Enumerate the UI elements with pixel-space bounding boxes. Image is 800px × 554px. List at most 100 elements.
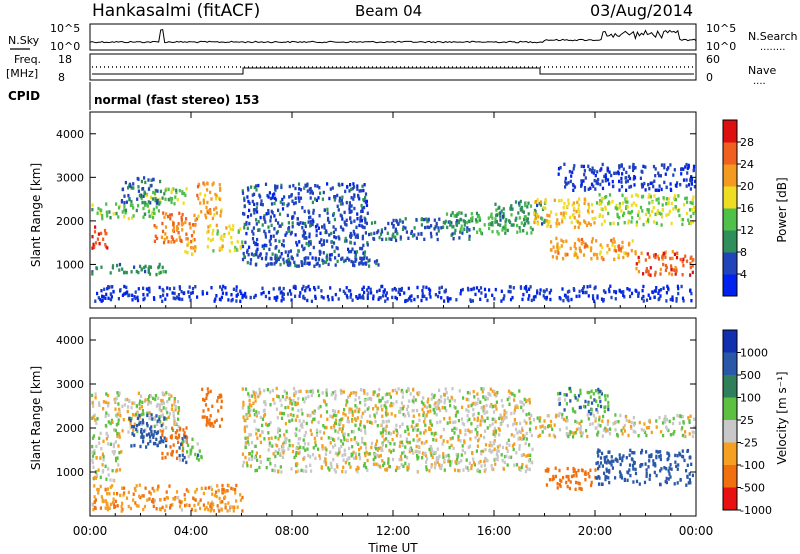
data-cell [504, 223, 507, 228]
data-cell [379, 446, 382, 450]
data-cell [634, 471, 638, 476]
data-cell [665, 417, 668, 422]
data-cell [191, 290, 194, 295]
data-cell [356, 187, 359, 191]
data-cell [346, 439, 350, 443]
data-cell [607, 407, 610, 412]
data-cell [326, 182, 329, 186]
data-cell [359, 256, 362, 260]
data-cell [534, 216, 537, 220]
colorbar-swatch [723, 465, 737, 488]
data-cell [373, 455, 377, 460]
data-cell [307, 284, 310, 289]
colorbar-tick-label: 28 [740, 136, 754, 149]
data-cell [246, 436, 249, 440]
data-cell [489, 423, 492, 428]
data-cell [635, 479, 639, 484]
data-cell [329, 257, 332, 262]
data-cell [664, 172, 667, 176]
data-cell [623, 221, 626, 225]
data-cell [363, 441, 366, 446]
data-cell [197, 458, 200, 462]
data-cell [212, 424, 215, 428]
data-cell [619, 247, 622, 251]
data-cell [363, 183, 366, 187]
data-cell [609, 284, 612, 288]
data-cell [293, 386, 296, 391]
data-cell [435, 413, 438, 417]
data-cell [395, 423, 398, 428]
data-cell [596, 296, 599, 300]
data-cell [520, 221, 523, 225]
data-cell [148, 400, 151, 404]
data-cell [511, 444, 514, 448]
data-cell [548, 478, 552, 482]
data-cell [317, 420, 320, 425]
data-cell [331, 186, 334, 190]
data-cell [654, 464, 657, 468]
data-cell [166, 214, 170, 219]
data-cell [327, 216, 330, 221]
data-cell [370, 445, 373, 450]
data-cell [616, 214, 619, 219]
data-cell [116, 434, 119, 438]
data-cell [344, 222, 347, 226]
data-cell [668, 419, 671, 424]
data-cell [215, 194, 218, 198]
data-cell [363, 399, 366, 403]
data-cell [279, 262, 282, 267]
data-cell [369, 420, 372, 424]
data-cell [219, 285, 222, 289]
data-cell [267, 195, 270, 199]
data-cell [185, 435, 189, 440]
data-cell [565, 181, 568, 186]
data-cell [625, 418, 628, 423]
data-cell [614, 297, 617, 301]
data-cell [96, 416, 99, 421]
data-cell [214, 192, 217, 197]
data-cell [630, 209, 633, 214]
data-cell [495, 400, 498, 404]
data-cell [296, 414, 299, 419]
data-cell [211, 404, 214, 408]
data-cell [102, 407, 105, 411]
data-cell [625, 170, 628, 175]
data-cell [355, 391, 358, 395]
data-cell [559, 478, 562, 482]
data-cell [483, 463, 486, 468]
data-cell [258, 393, 261, 397]
ytick-label: 3000 [56, 378, 84, 391]
data-cell [295, 402, 298, 406]
data-cell [510, 411, 513, 416]
data-cell [300, 408, 303, 412]
data-cell [241, 387, 244, 391]
data-cell [148, 395, 151, 399]
data-cell [304, 256, 307, 260]
data-cell [133, 422, 136, 426]
data-cell [255, 410, 258, 414]
data-cell [297, 196, 300, 200]
data-cell [521, 428, 524, 433]
data-cell [297, 408, 300, 413]
data-cell [148, 497, 151, 501]
data-cell [653, 273, 657, 277]
data-cell [494, 202, 497, 206]
data-cell [155, 272, 158, 277]
data-cell [264, 402, 267, 407]
data-cell [341, 469, 344, 474]
data-cell [355, 295, 358, 299]
data-cell [474, 218, 478, 222]
data-cell [161, 221, 164, 226]
data-cell [681, 433, 684, 438]
data-cell [406, 468, 409, 472]
velocity-ylabel: Slant Range [km] [29, 366, 43, 470]
data-cell [552, 245, 555, 249]
data-cell [366, 407, 369, 411]
data-cell [378, 235, 381, 240]
data-cell [341, 453, 344, 458]
data-cell [693, 209, 697, 213]
data-cell [627, 219, 630, 223]
data-cell [489, 404, 492, 408]
data-cell [171, 449, 174, 454]
data-cell [198, 449, 201, 453]
